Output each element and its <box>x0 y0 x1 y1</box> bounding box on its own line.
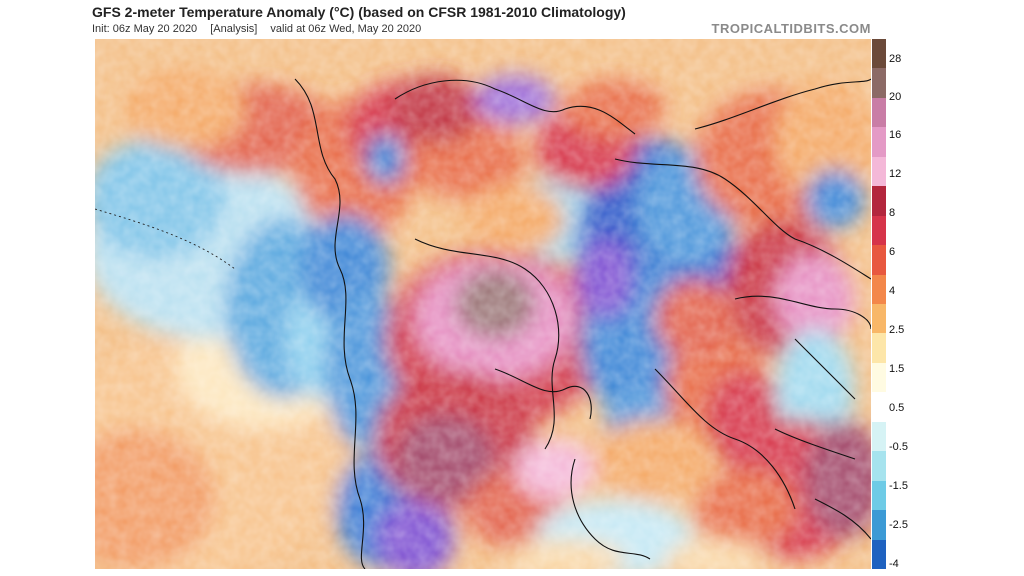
colorbar-swatch <box>872 480 886 511</box>
colorbar-swatch <box>872 186 886 217</box>
colorbar-label: 28 <box>889 53 902 65</box>
colorbar-label: -0.5 <box>889 441 908 453</box>
colorbar-swatch <box>872 421 886 452</box>
source-credit: TROPICALTIDBITS.COM <box>711 21 871 36</box>
anomaly-map <box>95 39 871 569</box>
colorbar-swatch <box>872 97 886 128</box>
colorbar-swatch <box>872 333 886 364</box>
texture-overlay <box>95 39 871 569</box>
colorbar-swatch <box>872 274 886 305</box>
colorbar-swatch <box>872 362 886 393</box>
colorbar-swatch <box>872 304 886 334</box>
colorbar-label: 6 <box>889 246 896 258</box>
colorbar-label: -1.5 <box>889 480 908 492</box>
colorbar-label: 0.5 <box>889 402 905 414</box>
colorbar-label: 1.5 <box>889 363 905 375</box>
figure-subtitle: Init: 06z May 20 2020 [Analysis] valid a… <box>92 23 421 35</box>
colorbar-label: 2.5 <box>889 324 905 336</box>
colorbar: 28 20 16 12 8 6 4 2.5 1.5 0.5 -0.5 -1.5 -2.5 -4 <box>872 39 908 570</box>
valid-time: valid at 06z Wed, May 20 2020 <box>270 23 422 35</box>
colorbar-label: 16 <box>889 129 902 141</box>
coastlines <box>294 78 871 569</box>
init-time: Init: 06z May 20 2020 <box>92 23 198 35</box>
colorbar-swatch <box>872 539 886 570</box>
colorbar-label: -4 <box>889 558 899 570</box>
colorbar-swatch <box>872 215 886 246</box>
colorbar-swatch <box>872 156 886 187</box>
colorbar-label: 12 <box>889 168 902 180</box>
figure-title: GFS 2-meter Temperature Anomaly (°C) (ba… <box>92 4 626 20</box>
colorbar-label: 8 <box>889 207 896 219</box>
colorbar-swatch <box>872 245 886 276</box>
colorbar-label: 20 <box>889 91 902 103</box>
colorbar-swatch <box>872 127 886 158</box>
colorbar-swatch <box>872 68 886 99</box>
analysis-tag: [Analysis] <box>210 23 258 35</box>
colorbar-swatch <box>872 451 886 482</box>
dateline <box>95 208 236 270</box>
colorbar-label: -2.5 <box>889 519 908 531</box>
colorbar-swatch <box>872 510 886 541</box>
map-canvas <box>95 39 871 569</box>
colorbar-swatch <box>872 39 886 69</box>
colorbar-label: 4 <box>889 285 896 297</box>
figure: GFS 2-meter Temperature Anomaly (°C) (ba… <box>92 0 908 576</box>
colorbar-swatch <box>872 392 886 423</box>
